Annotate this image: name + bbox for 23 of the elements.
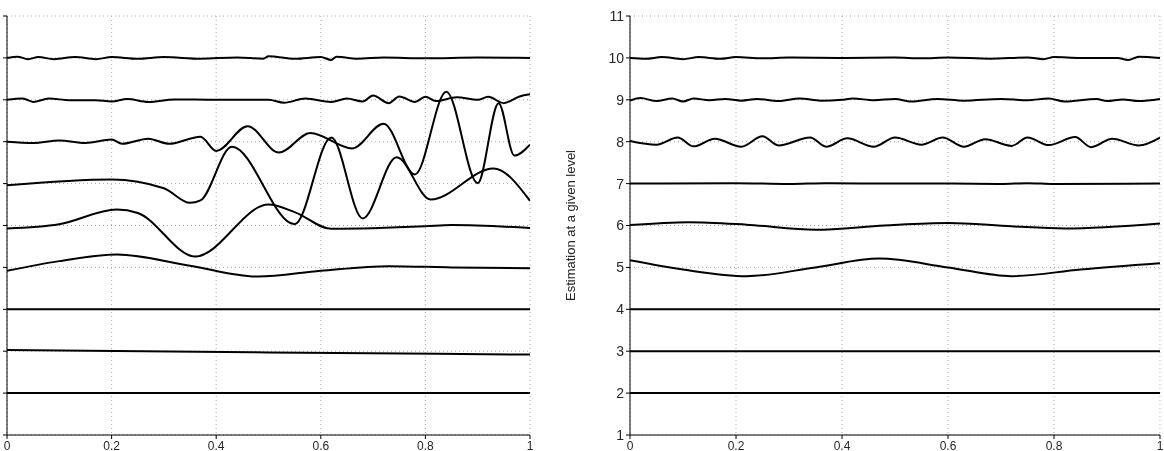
y-tick-label: 3	[616, 343, 625, 360]
y-tick-label: 5	[616, 259, 625, 276]
x-tick-label: 1	[1156, 438, 1164, 451]
x-tick-label: 0.6	[939, 438, 957, 451]
x-tick-label: 0.2	[727, 438, 745, 451]
x-tick-label: 0.4	[833, 438, 851, 451]
y-tick-label: 8	[616, 133, 625, 150]
y-tick-label: 7	[616, 175, 625, 192]
y-axis-title: Estimation at a given level	[562, 149, 578, 302]
x-tick-label: 0.8	[417, 438, 435, 451]
y-tick-label: 4	[616, 301, 625, 318]
y-tick-label: 2	[616, 385, 625, 402]
y-tick-label: 11	[609, 7, 625, 24]
y-tick-label: 9	[616, 91, 625, 108]
x-tick-label: 0	[626, 438, 634, 451]
x-tick-label: 1	[526, 438, 534, 451]
y-tick-label: 10	[608, 49, 625, 66]
x-tick-label: 0.8	[1045, 438, 1063, 451]
y-tick-label: 6	[616, 217, 625, 234]
x-tick-label: 0.6	[312, 438, 330, 451]
x-tick-label: 0	[3, 438, 11, 451]
x-tick-label: 0.4	[207, 438, 225, 451]
x-tick-label: 0.2	[103, 438, 121, 451]
